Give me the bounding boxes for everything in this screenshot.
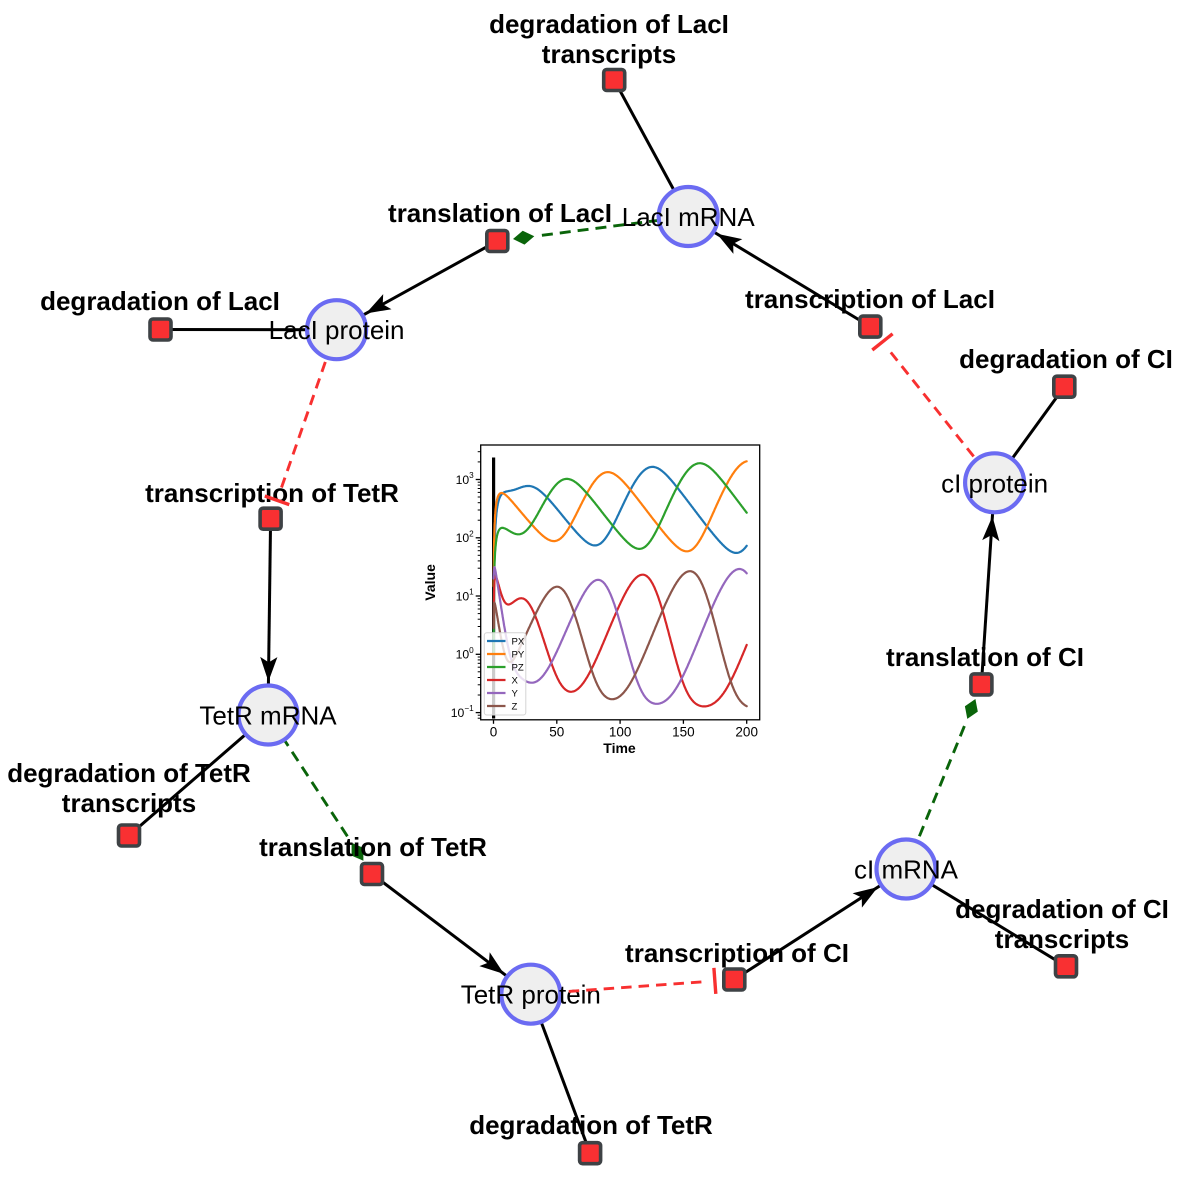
svg-text:transcripts: transcripts [995, 924, 1129, 954]
svg-text:Y: Y [512, 688, 519, 699]
svg-text:TetR mRNA: TetR mRNA [199, 701, 337, 731]
svg-text:50: 50 [549, 724, 564, 739]
svg-text:degradation of LacI: degradation of LacI [40, 286, 280, 316]
svg-text:transcription of CI: transcription of CI [625, 938, 849, 968]
svg-text:degradation of CI: degradation of CI [959, 344, 1173, 374]
svg-text:LacI protein: LacI protein [269, 315, 405, 345]
svg-text:150: 150 [672, 724, 695, 739]
svg-text:transcripts: transcripts [62, 788, 196, 818]
svg-text:transcription of LacI: transcription of LacI [745, 284, 995, 314]
svg-text:Z: Z [512, 701, 518, 712]
svg-text:TetR protein: TetR protein [461, 980, 601, 1010]
svg-text:X: X [512, 675, 519, 686]
svg-text:PZ: PZ [512, 662, 524, 673]
svg-text:LacI mRNA: LacI mRNA [622, 202, 756, 232]
svg-text:0: 0 [490, 724, 498, 739]
svg-text:translation of TetR: translation of TetR [259, 832, 487, 862]
svg-text:Value: Value [422, 564, 438, 601]
svg-text:degradation of CI: degradation of CI [955, 894, 1169, 924]
svg-text:translation of LacI: translation of LacI [388, 198, 612, 228]
svg-text:200: 200 [735, 724, 758, 739]
svg-text:PX: PX [512, 636, 525, 647]
svg-text:PY: PY [512, 649, 525, 660]
svg-text:transcripts: transcripts [542, 39, 676, 69]
svg-text:transcription of TetR: transcription of TetR [145, 478, 399, 508]
svg-text:100: 100 [609, 724, 632, 739]
svg-text:cI protein: cI protein [941, 468, 1048, 498]
svg-text:degradation of LacI: degradation of LacI [489, 9, 729, 39]
svg-text:translation of CI: translation of CI [886, 642, 1084, 672]
svg-text:cI mRNA: cI mRNA [854, 855, 959, 885]
svg-text:Time: Time [603, 740, 636, 756]
svg-text:degradation of TetR: degradation of TetR [469, 1110, 713, 1140]
svg-text:degradation of TetR: degradation of TetR [7, 758, 251, 788]
